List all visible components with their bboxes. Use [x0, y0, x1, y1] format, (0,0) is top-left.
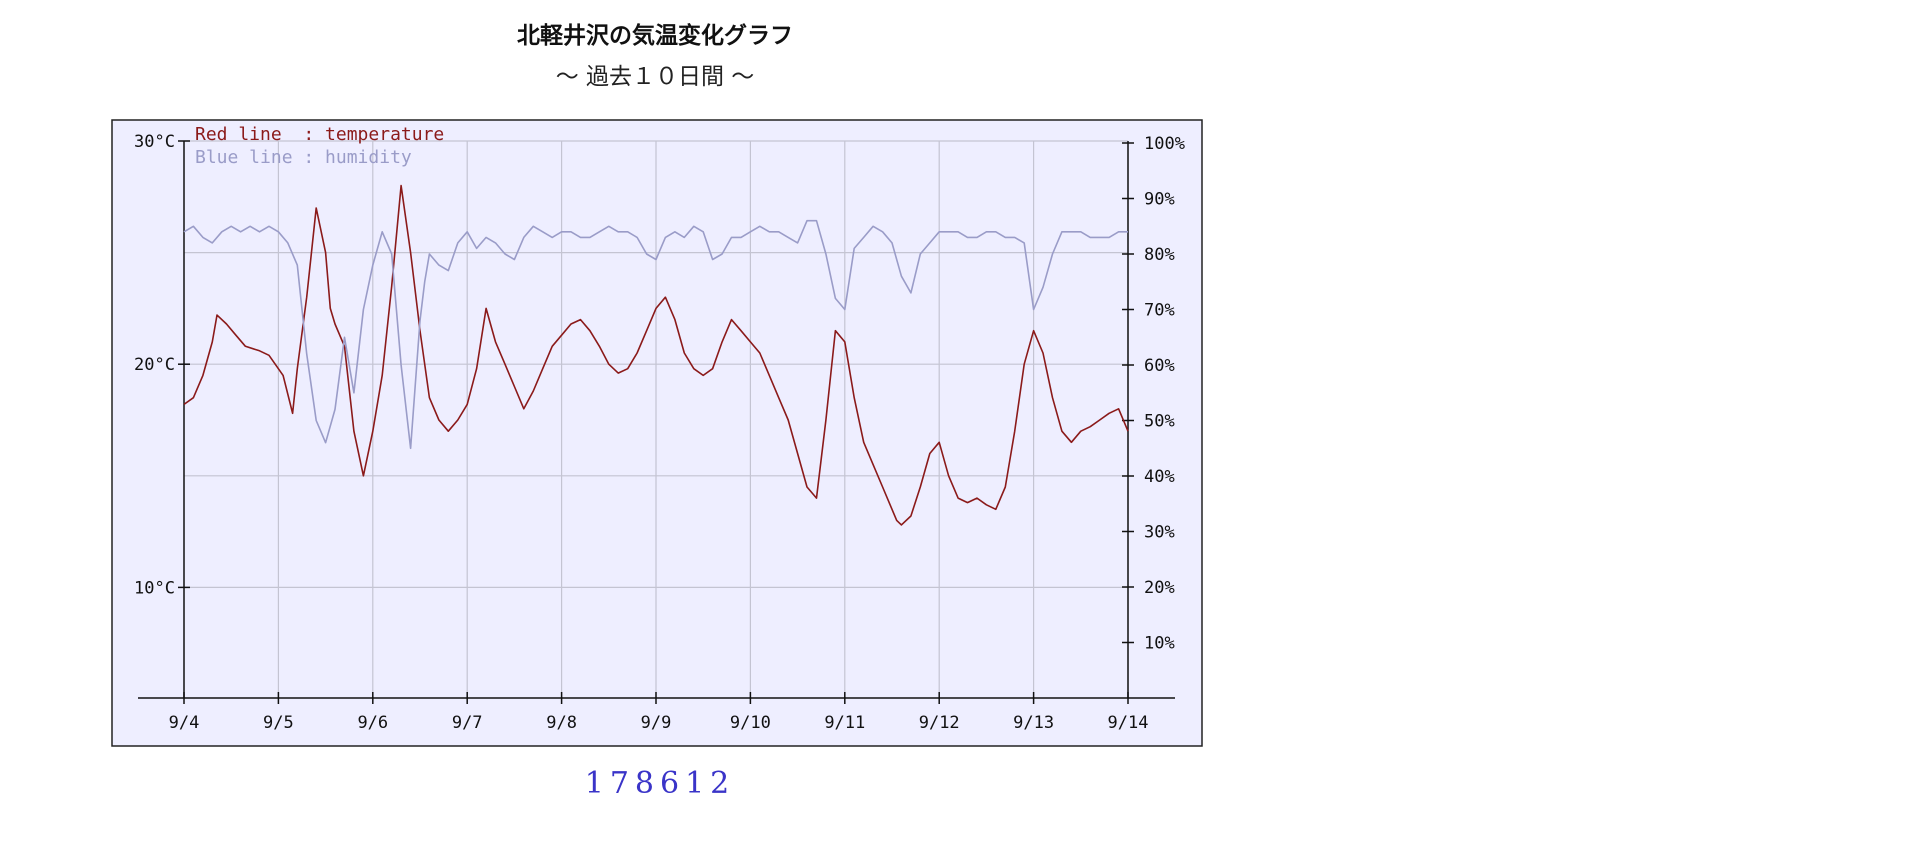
y-right-tick-label: 70%: [1144, 301, 1175, 321]
x-tick-label: 9/8: [546, 713, 577, 733]
page-subtitle: ～ 過去１０日間 ～: [555, 64, 755, 90]
y-right-tick-label: 80%: [1144, 245, 1175, 265]
x-tick-label: 9/7: [452, 713, 483, 733]
y-left-tick-label: 20°C: [134, 355, 175, 375]
y-right-tick-label: 90%: [1144, 190, 1175, 210]
legend-humidity: Blue line : humidity: [195, 147, 412, 168]
chart-frame: [111, 119, 1203, 747]
y-right-tick-label: 30%: [1144, 523, 1175, 543]
x-tick-label: 9/13: [1013, 713, 1054, 733]
x-tick-label: 9/11: [824, 713, 865, 733]
x-tick-label: 9/5: [263, 713, 294, 733]
y-right-tick-label: 10%: [1144, 634, 1175, 654]
x-tick-label: 9/12: [919, 713, 960, 733]
y-left-tick-label: 10°C: [134, 578, 175, 598]
y-right-tick-label: 50%: [1144, 412, 1175, 432]
y-right-tick-label: 60%: [1144, 356, 1175, 376]
page-title: 北軽井沢の気温変化グラフ: [517, 23, 793, 49]
visit-counter: 178612: [584, 766, 736, 801]
y-right-tick-label: 100%: [1144, 134, 1185, 154]
x-tick-label: 9/6: [357, 713, 388, 733]
y-right-tick-label: 20%: [1144, 578, 1175, 598]
series: [183, 184, 1129, 526]
x-tick-label: 9/14: [1108, 713, 1149, 733]
series-line-humidity: [183, 219, 1128, 450]
x-tick-label: 9/4: [169, 713, 200, 733]
x-tick-label: 9/9: [641, 713, 672, 733]
axes: 9/4 9/5 9/6 9/7 9/8 9/9 9/10 9/11 9/12 9/13 9/14 10…: [134, 132, 1185, 733]
y-right-tick-label: 40%: [1144, 467, 1175, 487]
y-left-tick-label: 30°C: [134, 132, 175, 152]
series-line-temperature: [183, 184, 1129, 526]
x-tick-label: 9/10: [730, 713, 771, 733]
legend: Red line : temperature Blue line : humid…: [195, 124, 444, 168]
legend-temperature: Red line : temperature: [195, 124, 444, 145]
